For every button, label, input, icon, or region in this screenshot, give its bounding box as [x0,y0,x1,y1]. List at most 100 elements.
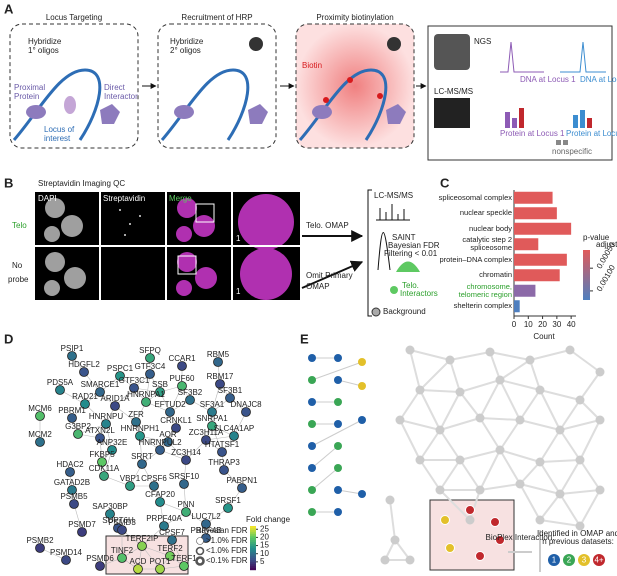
edge [439,489,471,521]
node [455,455,465,465]
node [101,419,111,429]
node [575,521,585,531]
node-label: SMARCE1 [81,380,120,389]
category-label: chromosome, telomeric region [458,281,512,299]
edge [337,489,363,495]
edge [519,483,561,495]
node [308,464,316,472]
node-label: SSB [152,380,168,389]
edge [399,419,441,431]
colorbar [250,544,256,547]
node [595,415,605,425]
node [308,508,316,516]
legend-label: 3 [582,556,587,565]
node [358,490,366,498]
node [179,479,189,489]
node [115,371,125,381]
edge [579,459,601,491]
bar [514,191,553,204]
legend-symbol [578,554,590,566]
colorbar-tick-label: 25 [260,524,269,533]
colorbar [250,554,256,557]
arrow-label: OMAP [306,282,330,291]
edge [439,417,481,431]
node [213,357,223,367]
edge [539,389,561,431]
colorbar-tick-label: 20 [260,533,269,542]
edge [559,489,601,495]
node-label: HDAC2 [56,460,84,469]
edge [311,361,363,381]
node [575,455,585,465]
node-label: TERF2 [157,544,183,553]
x-tick-label: 10 [524,320,533,329]
edge [529,359,541,391]
node [181,455,191,465]
edge [399,389,421,421]
distribution [377,232,391,271]
edge [499,449,521,485]
node [179,561,189,571]
category-label: chromatin [479,270,512,280]
node-label: CFAP20 [145,490,175,499]
edge [311,445,339,469]
x-tick-label: 30 [552,320,561,329]
annotation: Interactor [104,92,138,101]
edge [459,459,481,491]
edge [539,519,581,527]
node [334,376,342,384]
node [308,354,316,362]
node [73,429,83,439]
node [207,407,217,417]
node-label: CCAR1 [168,354,196,363]
node-label: HNRNPUL2 [138,438,182,447]
inset-label: 1 [236,234,241,243]
node-label: ZC3H11A [189,428,224,437]
node [595,367,605,377]
node-label: SUPT6H [102,516,134,525]
node-label: PSMD7 [68,520,96,529]
node-label: SRSF1 [215,496,241,505]
node [525,355,535,365]
row-label: No [12,261,23,270]
edge [559,419,601,431]
node [334,420,342,428]
node [217,447,227,457]
legend-title: p-value [583,233,610,242]
node [137,541,147,551]
colorbar [250,550,256,553]
node [535,515,545,525]
colorbar [250,542,256,545]
legend-symbol [195,556,205,566]
inset-label: 1 [236,287,241,296]
annotation: Proximal [14,83,45,92]
node-label: PSMD6 [86,554,114,563]
node [61,555,71,565]
node [515,415,525,425]
node [475,485,485,495]
node-label: PSPC1 [107,364,134,373]
node [405,555,415,565]
node [223,503,233,513]
node [149,481,159,491]
edge [409,349,421,391]
legend-label: <1.0% FDR [206,546,248,555]
edge [489,351,501,381]
node [565,345,575,355]
arrow [301,260,364,289]
proteins [26,96,406,124]
node [165,407,175,417]
legend-subtitle: adjusted [596,240,617,249]
edge [499,379,521,421]
node-label: SLC4A1AP [214,424,254,433]
category-label: nuclear body [469,223,512,233]
node [155,445,165,455]
node-label: PUF60 [170,374,195,383]
edge [519,461,541,485]
node-label: CPSF7 [159,528,185,537]
edge [539,493,561,521]
node-label: GATAD2B [54,478,90,487]
edge [311,419,363,447]
node [55,385,65,395]
